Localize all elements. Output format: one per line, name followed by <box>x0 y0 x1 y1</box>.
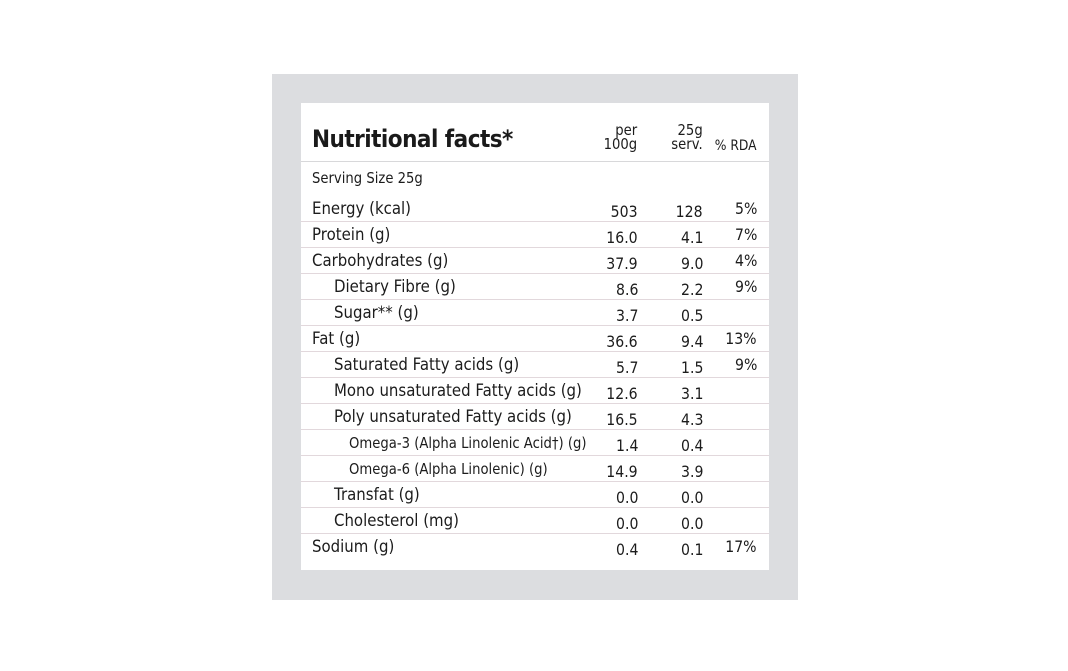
column-header-per-serving: 25g serv. <box>671 121 703 153</box>
column-header-per-100g-line2: 100g <box>603 135 637 153</box>
table-row: Protein (g) 16.0 4.1 7% <box>301 222 769 248</box>
nutrition-label: Nutritional facts* per 100g 25g serv. % … <box>301 103 769 570</box>
value-per-100g: 14.9 <box>606 462 638 481</box>
value-per-serving: 9.0 <box>680 254 703 273</box>
value-per-100g: 16.5 <box>606 410 638 429</box>
table-row: Saturated Fatty acids (g) 5.7 1.5 9% <box>301 352 769 378</box>
header-divider <box>301 161 769 162</box>
nutrient-name: Omega-3 (Alpha Linolenic Acid†) (g) <box>349 434 587 452</box>
nutrient-rows: Energy (kcal) 503 128 5% Protein (g) 16.… <box>301 196 769 560</box>
value-per-100g: 16.0 <box>606 228 638 247</box>
value-per-serving: 2.2 <box>680 280 703 299</box>
table-row: Carbohydrates (g) 37.9 9.0 4% <box>301 248 769 274</box>
value-per-100g: 8.6 <box>615 280 638 299</box>
value-per-serving: 1.5 <box>680 358 703 377</box>
value-per-100g: 12.6 <box>606 384 638 403</box>
value-per-100g: 3.7 <box>615 306 638 325</box>
value-per-serving: 0.0 <box>680 488 703 507</box>
nutrient-name: Poly unsaturated Fatty acids (g) <box>334 407 572 427</box>
value-per-serving: 0.5 <box>680 306 703 325</box>
nutrient-name: Carbohydrates (g) <box>312 251 449 271</box>
nutrient-name: Protein (g) <box>312 225 391 245</box>
value-per-serving: 0.0 <box>680 514 703 533</box>
value-per-serving: 0.1 <box>680 540 703 559</box>
value-per-100g: 503 <box>611 202 638 221</box>
value-per-100g: 0.0 <box>615 488 638 507</box>
column-header-per-serving-line1: 25g <box>677 121 703 139</box>
table-row: Mono unsaturated Fatty acids (g) 12.6 3.… <box>301 378 769 404</box>
nutrient-name: Saturated Fatty acids (g) <box>334 355 520 375</box>
value-per-100g: 0.4 <box>615 540 638 559</box>
value-per-serving: 9.4 <box>680 332 703 351</box>
nutrient-name: Energy (kcal) <box>312 199 412 219</box>
table-row: Cholesterol (mg) 0.0 0.0 <box>301 508 769 534</box>
value-rda: 4% <box>734 251 757 270</box>
value-per-serving: 0.4 <box>680 436 703 455</box>
value-rda: 17% <box>725 537 757 556</box>
value-rda: 9% <box>734 277 757 296</box>
nutrient-name: Omega-6 (Alpha Linolenic) (g) <box>349 460 548 478</box>
table-row: Dietary Fibre (g) 8.6 2.2 9% <box>301 274 769 300</box>
nutrient-name: Dietary Fibre (g) <box>334 277 456 297</box>
table-header: Nutritional facts* per 100g 25g serv. % … <box>301 103 769 161</box>
nutrient-name: Sugar** (g) <box>334 303 419 323</box>
value-per-100g: 37.9 <box>606 254 638 273</box>
nutrient-name: Fat (g) <box>312 329 361 349</box>
table-row: Omega-3 (Alpha Linolenic Acid†) (g) 1.4 … <box>301 430 769 456</box>
value-per-100g: 1.4 <box>615 436 638 455</box>
value-per-100g: 5.7 <box>615 358 638 377</box>
table-row: Sugar** (g) 3.7 0.5 <box>301 300 769 326</box>
value-rda: 9% <box>734 355 757 374</box>
table-row: Fat (g) 36.6 9.4 13% <box>301 326 769 352</box>
table-row: Sodium (g) 0.4 0.1 17% <box>301 534 769 560</box>
value-rda: 13% <box>725 329 757 348</box>
nutrient-name: Sodium (g) <box>312 537 395 557</box>
column-header-per-100g-line1: per <box>615 121 637 139</box>
value-rda: 7% <box>734 225 757 244</box>
nutrient-name: Cholesterol (mg) <box>334 511 459 531</box>
value-per-serving: 3.1 <box>680 384 703 403</box>
table-row: Poly unsaturated Fatty acids (g) 16.5 4.… <box>301 404 769 430</box>
serving-size: Serving Size 25g <box>312 169 423 187</box>
value-per-serving: 4.1 <box>680 228 703 247</box>
table-row: Transfat (g) 0.0 0.0 <box>301 482 769 508</box>
column-header-per-serving-line2: serv. <box>671 135 703 153</box>
nutrient-name: Mono unsaturated Fatty acids (g) <box>334 381 582 401</box>
table-title: Nutritional facts* <box>312 125 513 153</box>
table-row: Energy (kcal) 503 128 5% <box>301 196 769 222</box>
value-per-serving: 128 <box>676 202 703 221</box>
value-rda: 5% <box>734 199 757 218</box>
value-per-100g: 36.6 <box>606 332 638 351</box>
value-per-100g: 0.0 <box>615 514 638 533</box>
value-per-serving: 4.3 <box>680 410 703 429</box>
table-row: Omega-6 (Alpha Linolenic) (g) 14.9 3.9 <box>301 456 769 482</box>
value-per-serving: 3.9 <box>680 462 703 481</box>
column-header-rda: % RDA <box>715 138 757 154</box>
nutrient-name: Transfat (g) <box>334 485 420 505</box>
column-header-per-100g: per 100g <box>603 121 637 153</box>
